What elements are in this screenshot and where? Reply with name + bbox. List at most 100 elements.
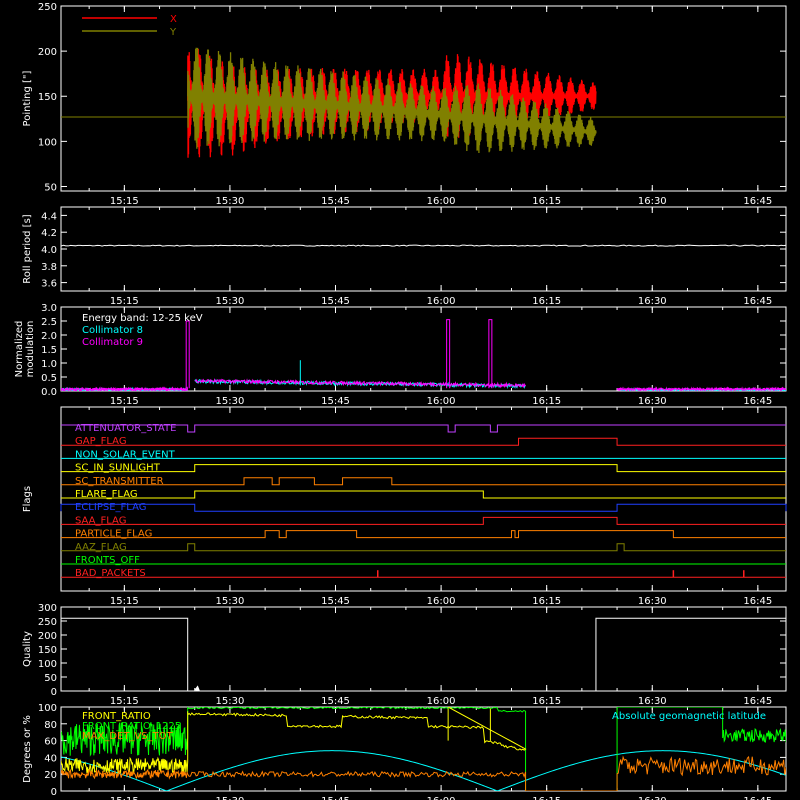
- panel-6: 15:15 15:30 15:45 16:00 16:15 16:30 16:45 0 20 40…: [22, 703, 787, 800]
- x-tick-label: 16:15: [532, 196, 561, 207]
- y-tick-label: 60: [44, 737, 57, 748]
- panel-frame: [60, 706, 787, 792]
- y-axis-label: Roll period [s]: [22, 214, 33, 283]
- flag-trace: [61, 424, 786, 433]
- legend-label: FRONT_RATIO_1225: [82, 721, 181, 732]
- panel-2: 15:15 15:30 15:45 16:00 16:15 16:30 16:45 3.6 3.…: [22, 206, 787, 307]
- y-tick-label: 0.0: [41, 387, 57, 398]
- x-tick-label: 16:30: [638, 596, 667, 607]
- y-tick-label: 40: [44, 753, 57, 764]
- x-tick-label: 16:15: [532, 296, 561, 307]
- y-tick-label: 200: [38, 47, 57, 58]
- series-line-geomagnetic-latitude: [61, 750, 786, 791]
- y-tick-label: 20: [44, 770, 57, 781]
- x-tick-label: 15:15: [110, 396, 139, 407]
- y-tick-label: 0.5: [41, 373, 57, 384]
- legend-label: FRONT_RATIO: [82, 711, 151, 722]
- y-axis-label: Degrees or %: [22, 715, 33, 783]
- x-tick-label: 16:15: [532, 396, 561, 407]
- x-tick-label: 16:45: [743, 396, 772, 407]
- x-tick-label: 16:30: [638, 196, 667, 207]
- panel-4: 15:15 15:30 15:45 16:00 16:15 16:30 16:45 Flags…: [22, 406, 787, 607]
- x-tick-label: 15:30: [216, 296, 245, 307]
- x-tick-label: 15:30: [216, 396, 245, 407]
- x-tick-label: 15:45: [321, 596, 350, 607]
- flag-trace: [61, 530, 786, 539]
- panel-frame: [60, 5, 787, 192]
- flag-label: SC_TRANSMITTER: [75, 476, 164, 487]
- x-tick-label: 16:45: [743, 196, 772, 207]
- x-tick-label: 16:30: [638, 696, 667, 707]
- y-tick-label: 50: [44, 182, 57, 193]
- annotation-label: Absolute geomagnetic latitude: [612, 711, 766, 722]
- x-tick-label: 16:30: [638, 396, 667, 407]
- y-tick-label: 80: [44, 720, 57, 731]
- flag-label: ECLIPSE_FLAG: [75, 502, 146, 513]
- y-tick-label: 4.2: [41, 228, 57, 239]
- x-tick-label: 15:15: [110, 796, 139, 800]
- x-tick-label: 16:00: [427, 196, 456, 207]
- x-tick-label: 16:00: [427, 396, 456, 407]
- flag-label: SAA_FLAG: [75, 515, 126, 526]
- y-tick-label: 250: [38, 617, 57, 628]
- flag-label: BAD_PACKETS: [75, 568, 146, 579]
- x-tick-label: 16:30: [638, 796, 667, 800]
- series-line-front-ratio: [61, 707, 527, 775]
- y-tick-label: 50: [44, 673, 57, 684]
- y-tick-label: 3.6: [41, 279, 57, 290]
- legend-label: Collimator 8: [82, 325, 143, 336]
- x-tick-label: 15:45: [321, 696, 350, 707]
- flag-trace: [61, 477, 786, 486]
- panel-1: 15:15 15:30 15:45 16:00 16:15 16:30 16:45 50 100…: [22, 2, 787, 207]
- legend-label: X: [170, 14, 177, 25]
- series-line-max-det-vs-tot: [61, 755, 786, 791]
- panel-3: 15:15 15:30 15:45 16:00 16:15 16:30 16:45 0.0 0.…: [14, 303, 787, 407]
- x-tick-label: 15:30: [216, 696, 245, 707]
- flag-trace: [61, 464, 786, 473]
- flag-trace: [61, 516, 786, 525]
- x-tick-label: 16:00: [427, 296, 456, 307]
- flag-trace: [61, 543, 786, 552]
- x-tick-label: 15:45: [321, 396, 350, 407]
- y-tick-label: 300: [38, 603, 57, 614]
- flag-label: GAP_FLAG: [75, 436, 127, 447]
- y-tick-label: 3.0: [41, 303, 57, 314]
- flag-label: SC_IN_SUNLIGHT: [75, 463, 161, 474]
- panel-5: 15:15 15:30 15:45 16:00 16:15 16:30 16:45 0 50 10…: [22, 603, 787, 707]
- y-tick-label: 1.5: [41, 345, 57, 356]
- legend-label: Y: [169, 27, 177, 38]
- x-tick-label: 15:45: [321, 796, 350, 800]
- y-tick-label: 100: [38, 137, 57, 148]
- y-axis-label: modulation: [25, 321, 36, 378]
- legend-label: Collimator 9: [82, 337, 143, 348]
- panel-frame: [60, 206, 787, 292]
- x-tick-label: 16:00: [427, 596, 456, 607]
- y-tick-label: 1.0: [41, 359, 57, 370]
- y-axis-label: Pointing ["]: [22, 70, 33, 126]
- x-tick-label: 15:15: [110, 296, 139, 307]
- x-tick-label: 15:15: [110, 696, 139, 707]
- x-tick-label: 15:30: [216, 796, 245, 800]
- flag-trace: [61, 490, 786, 499]
- collimator-9-peak: [488, 319, 493, 389]
- x-tick-label: 16:45: [743, 696, 772, 707]
- x-tick-label: 15:30: [216, 196, 245, 207]
- x-tick-label: 15:15: [110, 196, 139, 207]
- series-line-collimator-9: [194, 378, 526, 389]
- x-tick-label: 16:15: [532, 796, 561, 800]
- y-tick-label: 2.0: [41, 331, 57, 342]
- x-tick-label: 16:45: [743, 796, 772, 800]
- x-tick-label: 16:30: [638, 296, 667, 307]
- y-tick-label: 150: [38, 92, 57, 103]
- quality-marker: [194, 685, 200, 692]
- y-tick-label: 250: [38, 2, 57, 13]
- flag-label: NON_SOLAR_EVENT: [75, 449, 176, 460]
- series-line-collimator-9: [616, 386, 786, 391]
- y-axis-label: Flags: [22, 486, 33, 512]
- flag-trace: [60, 503, 787, 512]
- flag-label: FRONTS_OFF: [75, 555, 140, 566]
- y-tick-label: 0: [51, 687, 57, 698]
- x-tick-label: 16:15: [532, 696, 561, 707]
- series-line-y: [187, 47, 597, 153]
